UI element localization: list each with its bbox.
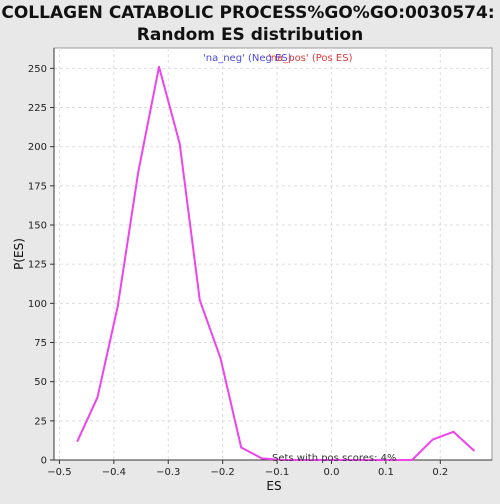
data-point-20 xyxy=(473,449,475,452)
x-tick-label: −0.5 xyxy=(47,467,71,478)
data-point-1 xyxy=(96,396,99,399)
y-tick-label: 250 xyxy=(28,64,47,75)
legend-neg: 'na_neg' (Neg ES) xyxy=(203,53,292,64)
data-point-9 xyxy=(261,457,263,460)
data-point-6 xyxy=(199,299,201,302)
y-tick-label: 50 xyxy=(34,377,47,388)
data-point-13 xyxy=(343,459,345,461)
chart-title-line-1: COLLAGEN CATABOLIC PROCESS%GO%GO:0030574… xyxy=(1,3,494,23)
data-point-10 xyxy=(281,459,284,461)
data-point-5 xyxy=(178,142,181,145)
y-tick-label: 0 xyxy=(41,456,47,467)
x-tick-label: 0.1 xyxy=(378,467,394,478)
y-tick-label: 125 xyxy=(28,260,47,271)
y-tick-label: 200 xyxy=(28,142,47,153)
data-point-0 xyxy=(76,440,79,443)
x-tick-label: −0.2 xyxy=(211,467,235,478)
x-tick-label: 0.0 xyxy=(324,467,340,478)
data-point-8 xyxy=(240,446,242,449)
data-point-11 xyxy=(301,459,304,461)
x-tick-label: −0.3 xyxy=(156,467,180,478)
data-point-19 xyxy=(452,431,455,433)
y-tick-label: 25 xyxy=(34,416,47,427)
data-point-17 xyxy=(411,459,413,461)
data-point-18 xyxy=(431,438,434,441)
x-tick-label: −0.4 xyxy=(102,467,126,478)
grid xyxy=(54,48,492,461)
legend-pos: 'na_pos' (Pos ES) xyxy=(268,53,353,64)
y-tick-label: 75 xyxy=(34,338,47,349)
plot-area xyxy=(53,47,493,461)
axis-ticks: −0.5 −0.4 −0.3 −0.2 −0.1 0.0 0.1 0.2 0 25 50 75 100 1… xyxy=(28,64,448,478)
y-axis-label: P(ES) xyxy=(12,238,26,270)
y-tick-label: 150 xyxy=(28,221,47,232)
data-point-15 xyxy=(384,459,387,461)
data-point-7 xyxy=(219,357,222,359)
data-point-12 xyxy=(322,459,325,461)
y-tick-label: 100 xyxy=(28,299,47,310)
data-point-4 xyxy=(158,65,160,68)
x-tick-label: 0.2 xyxy=(432,467,448,478)
data-point-2 xyxy=(116,305,119,308)
data-point-3 xyxy=(137,170,140,173)
y-tick-label: 175 xyxy=(28,181,47,192)
data-point-14 xyxy=(363,459,366,461)
chart-title-line-2: Random ES distribution xyxy=(137,25,363,45)
pos-scores-note: Sets with pos scores: 4% xyxy=(272,453,397,464)
x-axis-label: ES xyxy=(266,479,281,493)
y-tick-label: 225 xyxy=(28,103,47,114)
x-tick-label: −0.1 xyxy=(265,467,289,478)
data-point-16 xyxy=(404,459,407,461)
series xyxy=(76,65,475,461)
